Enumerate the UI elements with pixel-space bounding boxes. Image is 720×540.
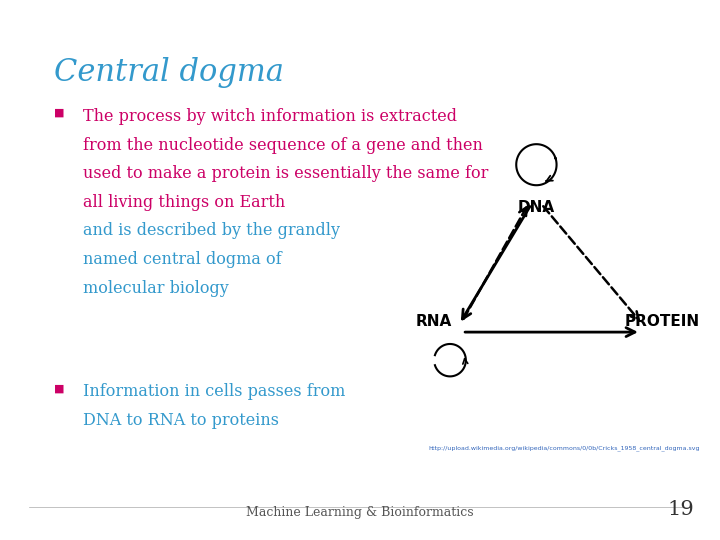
Text: molecular biology: molecular biology: [83, 280, 228, 296]
Text: ■: ■: [54, 108, 65, 118]
Text: Information in cells passes from: Information in cells passes from: [83, 383, 345, 400]
Text: Machine Learning & Bioinformatics: Machine Learning & Bioinformatics: [246, 507, 474, 519]
Text: ■: ■: [54, 383, 65, 394]
Text: from the nucleotide sequence of a gene and then: from the nucleotide sequence of a gene a…: [83, 137, 482, 153]
Text: DNA: DNA: [518, 200, 555, 215]
Text: 19: 19: [667, 501, 694, 519]
Text: The process by witch information is extracted: The process by witch information is extr…: [83, 108, 456, 125]
Text: RNA: RNA: [415, 314, 451, 329]
Text: DNA to RNA to proteins: DNA to RNA to proteins: [83, 412, 279, 429]
Text: all living things on Earth: all living things on Earth: [83, 194, 285, 211]
Text: http://upload.wikimedia.org/wikipedia/commons/0/0b/Cricks_1958_central_dogma.svg: http://upload.wikimedia.org/wikipedia/co…: [428, 446, 700, 451]
Text: PROTEIN: PROTEIN: [625, 314, 700, 329]
Text: Central dogma: Central dogma: [54, 57, 284, 87]
Text: and is described by the grandly: and is described by the grandly: [83, 222, 340, 239]
Text: used to make a protein is essentially the same for: used to make a protein is essentially th…: [83, 165, 488, 182]
Text: named central dogma of: named central dogma of: [83, 251, 282, 268]
